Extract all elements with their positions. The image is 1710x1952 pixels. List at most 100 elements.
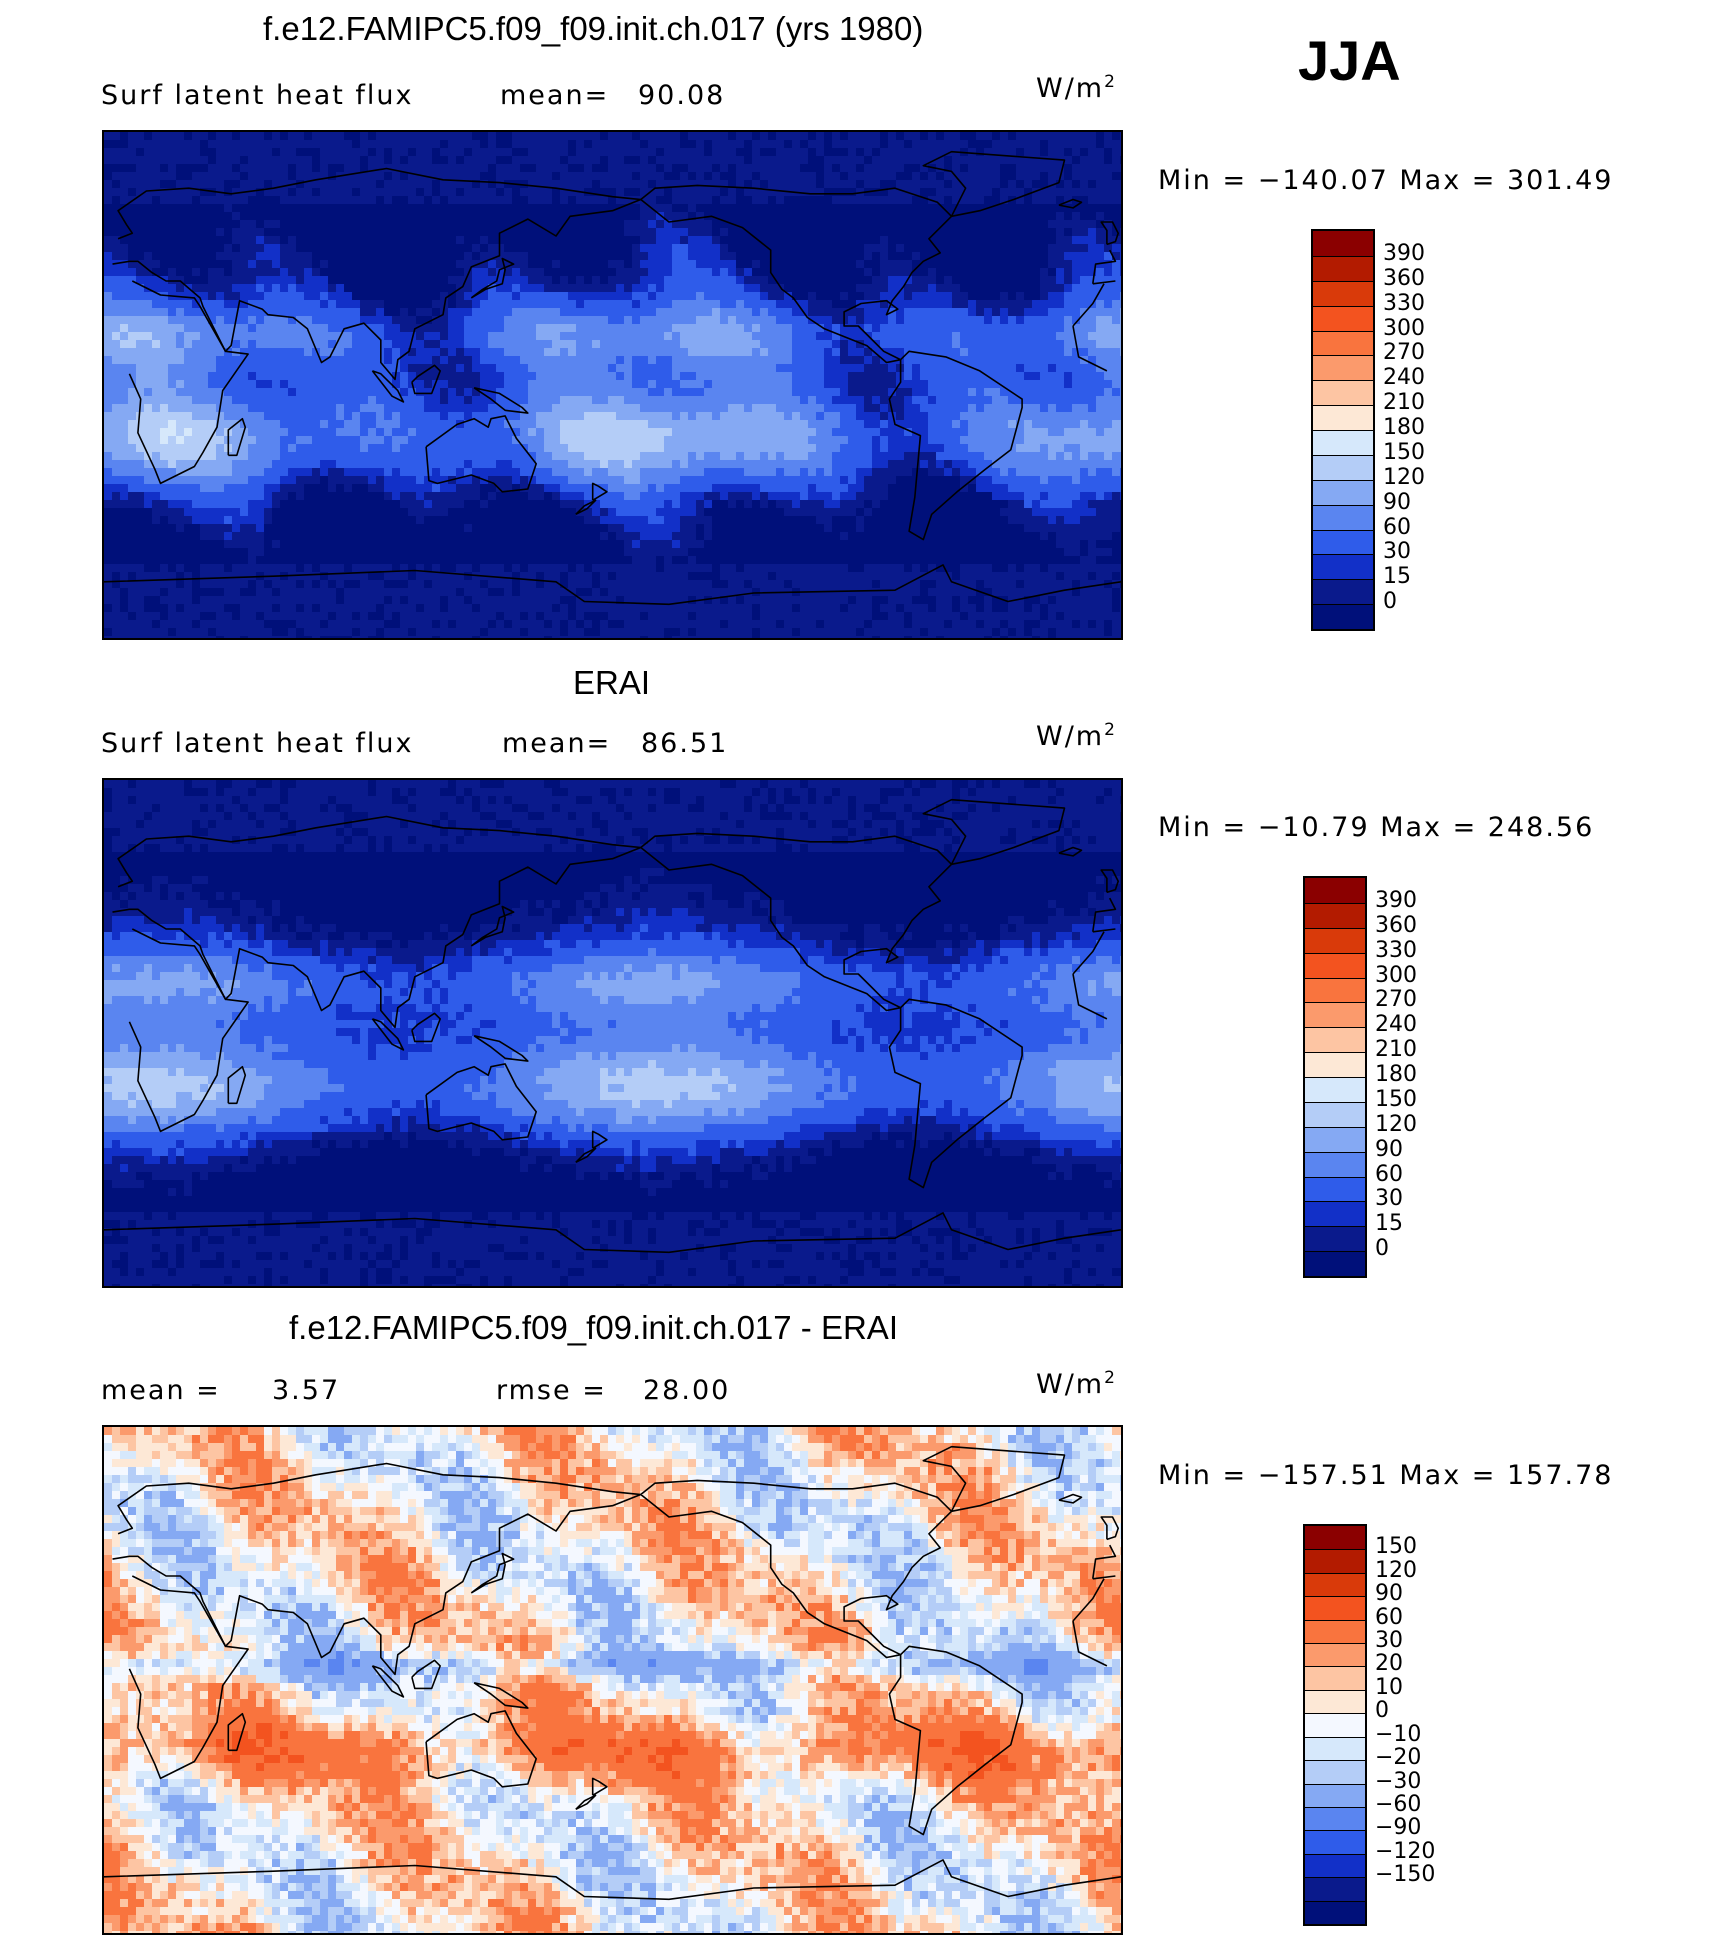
map-cell xyxy=(840,220,848,228)
map-cell xyxy=(816,164,824,172)
map-cell xyxy=(696,348,704,356)
map-cell xyxy=(1000,388,1008,396)
map-cell xyxy=(688,372,696,380)
map-cell xyxy=(880,372,888,380)
map-cell xyxy=(992,372,1000,380)
map-cell xyxy=(424,404,432,412)
map-cell xyxy=(920,188,928,196)
map-cell xyxy=(520,356,528,364)
map-cell xyxy=(264,204,272,212)
map-cell xyxy=(968,428,976,436)
map-cell xyxy=(336,188,344,196)
map-cell xyxy=(992,380,1000,388)
map-cell xyxy=(696,268,704,276)
map-cell xyxy=(688,196,696,204)
map-cell xyxy=(688,132,696,140)
map-cell xyxy=(120,276,128,284)
map-cell xyxy=(816,276,824,284)
map-cell xyxy=(1064,276,1072,284)
map-cell xyxy=(216,252,224,260)
map-cell xyxy=(248,196,256,204)
map-cell xyxy=(464,292,472,300)
map-cell xyxy=(176,260,184,268)
map-cell xyxy=(992,404,1000,412)
map-cell xyxy=(944,140,952,148)
map-cell xyxy=(1120,348,1121,356)
map-cell xyxy=(664,300,672,308)
map-cell xyxy=(232,396,240,404)
map-cell xyxy=(456,308,464,316)
map-cell xyxy=(600,404,608,412)
map-cell xyxy=(840,164,848,172)
map-cell xyxy=(664,348,672,356)
map-cell xyxy=(1048,340,1056,348)
map-cell xyxy=(136,204,144,212)
map-cell xyxy=(272,364,280,372)
map-cell xyxy=(480,316,488,324)
map-cell xyxy=(576,364,584,372)
map-cell xyxy=(136,276,144,284)
map-cell xyxy=(168,140,176,148)
map-cell xyxy=(304,276,312,284)
map-cell xyxy=(528,212,536,220)
map-cell xyxy=(400,308,408,316)
map-cell xyxy=(208,236,216,244)
map-cell xyxy=(552,396,560,404)
map-cell xyxy=(1112,204,1120,212)
map-cell xyxy=(208,300,216,308)
map-cell xyxy=(576,388,584,396)
map-cell xyxy=(312,364,320,372)
map-cell xyxy=(200,180,208,188)
map-cell xyxy=(448,284,456,292)
map-cell xyxy=(456,196,464,204)
map-cell xyxy=(792,364,800,372)
map-cell xyxy=(976,140,984,148)
map-cell xyxy=(104,140,112,148)
map-cell xyxy=(944,332,952,340)
map-cell xyxy=(528,204,536,212)
map-cell xyxy=(696,156,704,164)
map-cell xyxy=(904,316,912,324)
map-cell xyxy=(208,252,216,260)
map-cell xyxy=(280,220,288,228)
map-cell xyxy=(680,324,688,332)
map-cell xyxy=(400,372,408,380)
map-cell xyxy=(496,364,504,372)
map-cell xyxy=(928,308,936,316)
map-cell xyxy=(584,300,592,308)
map-cell xyxy=(512,268,520,276)
map-cell xyxy=(656,196,664,204)
map-cell xyxy=(912,204,920,212)
map-cell xyxy=(896,156,904,164)
map-cell xyxy=(128,436,136,444)
map-cell xyxy=(312,156,320,164)
map-cell xyxy=(752,180,760,188)
map-cell xyxy=(496,156,504,164)
map-cell xyxy=(352,340,360,348)
map-cell xyxy=(592,228,600,236)
map-cell xyxy=(120,268,128,276)
map-cell xyxy=(664,372,672,380)
map-cell xyxy=(592,164,600,172)
map-cell xyxy=(752,164,760,172)
map-cell xyxy=(624,300,632,308)
map-cell xyxy=(568,204,576,212)
map-cell xyxy=(680,308,688,316)
map-cell xyxy=(1072,364,1080,372)
map-cell xyxy=(544,316,552,324)
map-cell xyxy=(272,380,280,388)
map-cell xyxy=(888,212,896,220)
map-cell xyxy=(264,212,272,220)
map-cell xyxy=(600,212,608,220)
map-cell xyxy=(264,420,272,428)
map-cell xyxy=(280,180,288,188)
map-cell xyxy=(480,268,488,276)
map-cell xyxy=(1024,396,1032,404)
map-cell xyxy=(576,236,584,244)
map-cell xyxy=(104,412,112,420)
map-cell xyxy=(920,140,928,148)
map-cell xyxy=(272,260,280,268)
map-cell xyxy=(1000,252,1008,260)
map-cell xyxy=(872,396,880,404)
map-cell xyxy=(112,244,120,252)
